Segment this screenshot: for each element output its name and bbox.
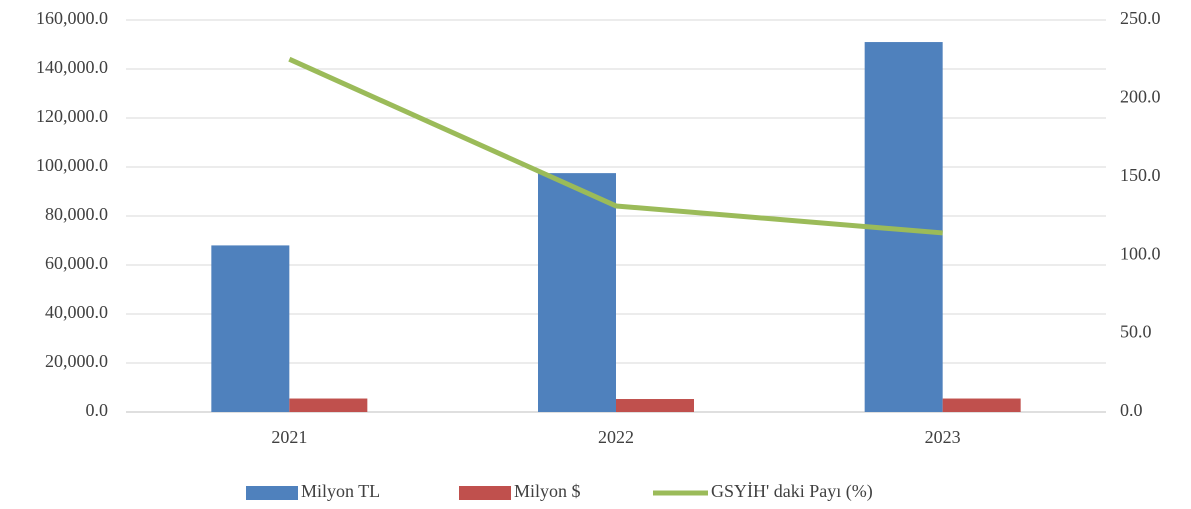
y-tick-label: 140,000.0 bbox=[36, 57, 108, 77]
y2-tick-label: 250.0 bbox=[1120, 8, 1161, 28]
x-tick-label: 2023 bbox=[925, 427, 961, 447]
legend-label: Milyon TL bbox=[301, 481, 380, 501]
y-tick-label: 120,000.0 bbox=[36, 106, 108, 126]
bar bbox=[211, 245, 290, 412]
bar bbox=[538, 173, 616, 412]
line bbox=[288, 56, 943, 236]
legend-label: GSYİH' daki Payı (%) bbox=[711, 481, 873, 502]
legend-swatch bbox=[459, 486, 511, 500]
y-tick-label: 100,000.0 bbox=[36, 155, 108, 175]
legend-label: Milyon $ bbox=[514, 481, 581, 501]
y-tick-label: 60,000.0 bbox=[45, 253, 108, 273]
bar bbox=[616, 399, 694, 412]
y-tick-label: 20,000.0 bbox=[45, 351, 108, 371]
x-tick-label: 2022 bbox=[598, 427, 634, 447]
y-tick-label: 80,000.0 bbox=[45, 204, 108, 224]
y2-tick-label: 100.0 bbox=[1120, 243, 1161, 263]
y-tick-label: 40,000.0 bbox=[45, 302, 108, 322]
y-tick-label: 0.0 bbox=[86, 400, 109, 420]
y-tick-label: 160,000.0 bbox=[36, 8, 108, 28]
legend-swatch bbox=[246, 486, 298, 500]
y2-tick-label: 50.0 bbox=[1120, 322, 1152, 342]
y2-tick-label: 150.0 bbox=[1120, 165, 1161, 185]
bar bbox=[942, 398, 1021, 412]
y2-tick-label: 0.0 bbox=[1120, 400, 1143, 420]
x-tick-label: 2021 bbox=[271, 427, 307, 447]
y2-tick-label: 200.0 bbox=[1120, 87, 1161, 107]
bar bbox=[289, 398, 368, 412]
